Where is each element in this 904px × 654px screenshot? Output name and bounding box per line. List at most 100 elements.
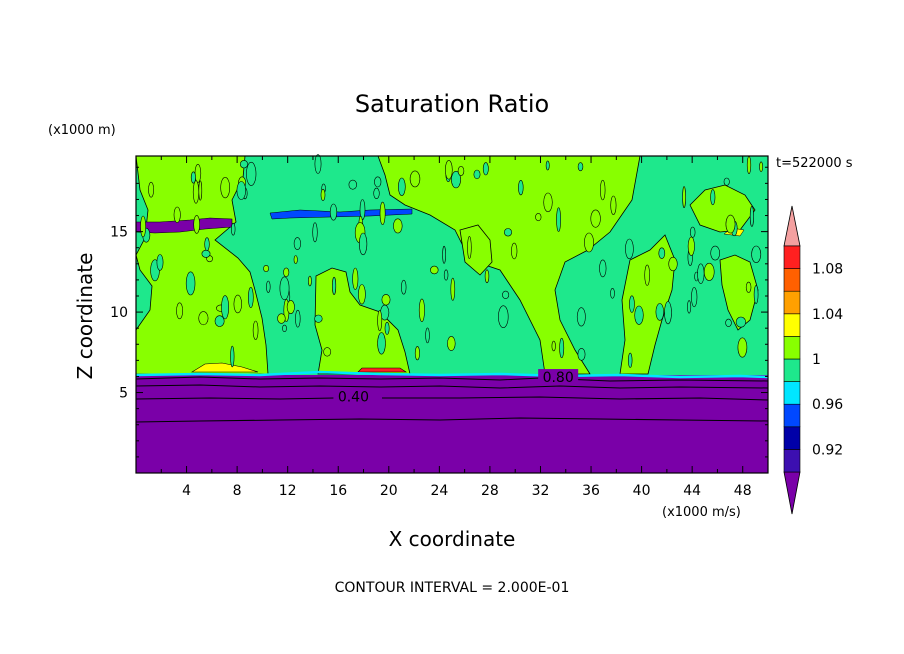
- contour-blob: [425, 327, 430, 344]
- contour-blob: [518, 180, 524, 196]
- contour-blob: [377, 310, 383, 332]
- contour-blob: [282, 324, 287, 333]
- contour-blob: [577, 348, 586, 361]
- contour-lines: [135, 376, 769, 423]
- subsaturated-layer: [136, 375, 768, 473]
- contour-label: 0.80: [543, 370, 574, 386]
- contour-blob: [535, 213, 542, 222]
- x-tick-label: 16: [329, 483, 347, 499]
- y-axis: 5 10 15: [110, 166, 768, 458]
- contour-blob: [634, 305, 644, 325]
- contour-blob: [725, 214, 736, 234]
- x-tick-label: 32: [532, 483, 550, 499]
- colorbar-swatch: [783, 403, 801, 428]
- contour-blob: [482, 162, 489, 176]
- x-tick-label: 28: [481, 483, 499, 499]
- colorbar-tick-label: 1.08: [812, 262, 843, 278]
- contour-blob: [194, 163, 202, 183]
- x-tick-label: 24: [430, 483, 448, 499]
- x-tick-label: 44: [683, 483, 701, 499]
- contour-blob: [190, 171, 196, 184]
- contour-blob: [401, 279, 407, 295]
- supersaturated-region: [459, 224, 493, 276]
- contour-blob: [599, 179, 606, 201]
- colorbar-swatch: [783, 449, 801, 473]
- contour-blob: [687, 300, 692, 314]
- time-label: t=522000 s: [776, 156, 853, 171]
- contour-blob: [358, 284, 366, 305]
- contour-blob: [503, 228, 512, 237]
- x-units-label: (x1000 m/s): [662, 505, 741, 520]
- y-tick-label: 10: [110, 305, 128, 321]
- contour-blob: [198, 311, 209, 326]
- y-tick-label: 15: [110, 225, 128, 241]
- contour-blob: [277, 313, 286, 324]
- contour-blob: [263, 264, 269, 272]
- contour-blob: [293, 255, 298, 264]
- contour-blob: [545, 160, 550, 171]
- colorbar-tick-label: 0.96: [812, 397, 843, 413]
- colorbar-swatch: [783, 381, 801, 405]
- contour-blob: [173, 206, 181, 223]
- chart-title: Saturation Ratio: [355, 90, 549, 118]
- contour-blob: [393, 218, 403, 234]
- contour-label-bg: [333, 388, 374, 403]
- contour-blob: [198, 180, 203, 201]
- contour-blob: [451, 171, 461, 189]
- supersaturated-region: [135, 155, 269, 375]
- contour-blob: [314, 314, 323, 323]
- contour-blob: [221, 295, 229, 320]
- contour-blob: [502, 290, 510, 300]
- x-tick-label: 12: [279, 483, 297, 499]
- contour-blob: [737, 337, 748, 358]
- colorbar-swatch: [783, 336, 801, 360]
- contour-blob: [551, 340, 556, 352]
- colorbar-swatch: [783, 358, 801, 382]
- x-axis: 4 8 12 16 20 24 28 32 36 40 44 48: [160, 156, 752, 499]
- contour-blob: [193, 215, 200, 234]
- y-axis-label: Z coordinate: [73, 253, 97, 380]
- contour-blob: [140, 215, 146, 238]
- contour-blob: [725, 318, 732, 328]
- contour-blob: [293, 237, 302, 250]
- contour-blob: [610, 287, 615, 299]
- contour-blob: [359, 232, 368, 256]
- contour-blob: [442, 245, 446, 264]
- contour-blob: [220, 177, 230, 199]
- contour-blob: [384, 321, 390, 335]
- contour-blob: [599, 259, 607, 278]
- contour-blob: [374, 176, 382, 188]
- contour-blob: [373, 187, 380, 199]
- y-units-label: (x1000 m): [48, 123, 116, 138]
- contour-labels: 0.80 0.40: [333, 369, 579, 405]
- contour-blob: [697, 263, 705, 284]
- x-tick-label: 4: [182, 483, 191, 499]
- supersaturated-regions: [135, 155, 759, 375]
- contour-label: 0.40: [338, 389, 369, 405]
- contour-blob: [156, 254, 164, 271]
- moist-streak-16km: [269, 208, 413, 220]
- x-tick-label: 36: [582, 483, 600, 499]
- plot-area: 0.80 0.40: [135, 154, 769, 474]
- contour-blob: [735, 316, 747, 328]
- colorbar-extend-low: [783, 471, 801, 515]
- contour-blob: [629, 295, 635, 313]
- contour-blob: [745, 281, 752, 293]
- x-tick-label: 8: [233, 483, 242, 499]
- contour-line: [135, 384, 769, 389]
- contour-blob: [418, 298, 425, 322]
- contour-blob: [231, 222, 236, 236]
- contour-blob: [379, 201, 386, 225]
- contour-blob: [687, 236, 695, 256]
- contour-label-bg: [538, 369, 579, 384]
- colorbar-tick-label: 1: [812, 352, 821, 368]
- colorbar-swatch: [783, 290, 801, 315]
- contour-blob: [214, 315, 225, 327]
- contour-blob: [314, 154, 322, 174]
- contour-blob: [484, 269, 490, 284]
- contour-blob: [233, 294, 243, 314]
- colorbar: 0.92 0.96 1 1.04 1.08: [783, 205, 843, 515]
- contour-blob: [192, 180, 200, 204]
- contour-blob: [543, 192, 553, 213]
- supersaturated-region: [314, 267, 411, 375]
